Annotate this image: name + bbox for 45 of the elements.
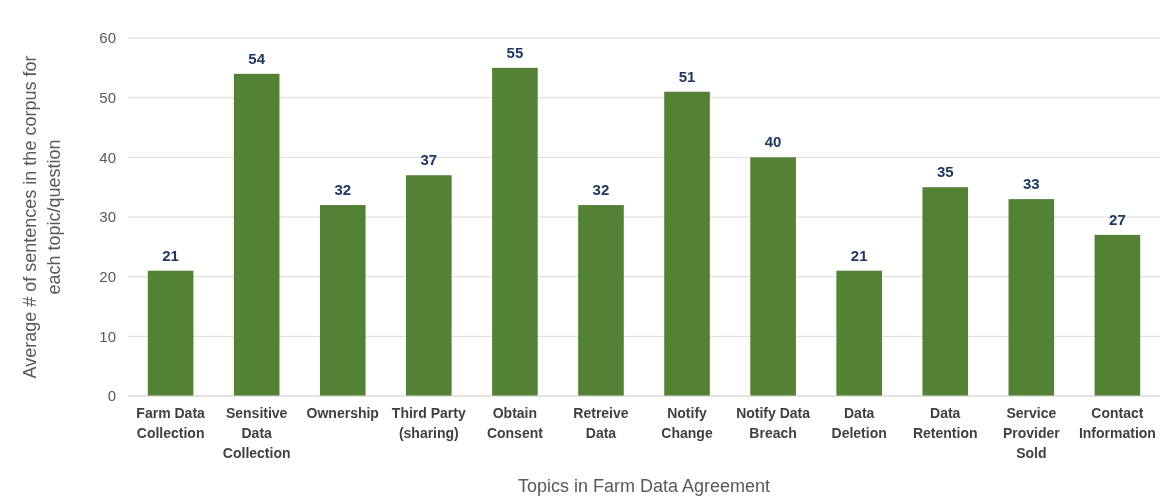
y-tick-label: 60: [99, 29, 116, 47]
x-tick-label: Service Provider Sold: [1002, 405, 1061, 461]
x-tick-label: Data Retention: [912, 405, 978, 441]
bar: [922, 187, 969, 396]
bar: [492, 67, 538, 396]
x-tick-label: Farm Data Collection: [136, 405, 206, 441]
bar: [233, 73, 280, 396]
x-tick-label: Notify Data Breach: [736, 405, 811, 441]
bar: [750, 157, 796, 396]
data-label: 35: [936, 163, 954, 181]
y-tick-label: 10: [99, 327, 116, 345]
data-label: 32: [334, 181, 352, 199]
bar: [836, 270, 882, 396]
x-tick-label: Ownership: [306, 405, 379, 421]
data-label: 40: [764, 133, 782, 151]
data-label: 21: [850, 246, 868, 264]
bar: [1094, 234, 1141, 396]
y-axis-title: Average # of sentences in the corpus for each topic/question: [20, 55, 64, 379]
data-label: 51: [678, 67, 696, 85]
x-tick-label: Contact Information: [1078, 405, 1156, 441]
y-tick-label: 30: [99, 208, 116, 226]
data-label: 54: [248, 49, 266, 67]
data-label: 32: [592, 181, 610, 199]
x-tick-label: Third Party (sharing): [391, 405, 466, 441]
data-label: 55: [506, 43, 524, 61]
y-tick-label: 0: [107, 387, 116, 405]
x-tick-label: Notify Change: [661, 405, 713, 441]
data-label: 27: [1109, 210, 1126, 228]
bar: [406, 175, 452, 396]
data-label: 33: [1022, 175, 1040, 193]
x-tick-label: Data Deletion: [831, 405, 887, 441]
y-tick-label: 20: [99, 267, 116, 285]
bar: [664, 91, 710, 396]
x-axis-title: Topics in Farm Data Agreement: [517, 476, 771, 496]
bar: [147, 270, 194, 396]
x-tick-label: Obtain Consent: [486, 405, 544, 441]
bar: [319, 205, 366, 396]
bar: [578, 205, 624, 396]
y-tick-label: 40: [99, 148, 116, 166]
data-label: 21: [162, 246, 179, 264]
x-tick-label: Sensitive Data Collection: [222, 405, 291, 461]
y-tick-label: 50: [99, 88, 116, 106]
bar: [1008, 199, 1055, 396]
x-tick-label: Retreive Data: [573, 405, 629, 441]
data-label: 37: [420, 151, 438, 169]
